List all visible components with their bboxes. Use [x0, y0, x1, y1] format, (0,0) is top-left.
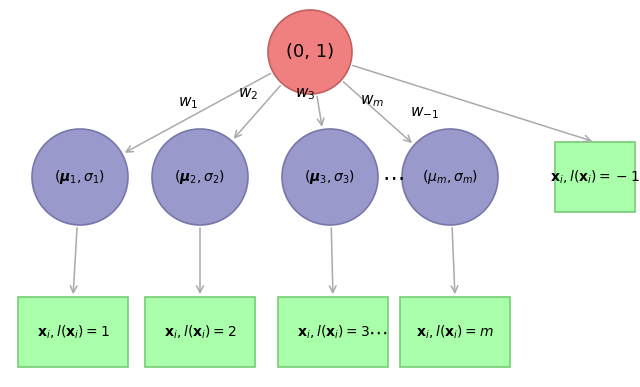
Text: $w_1$: $w_1$ [178, 95, 198, 111]
FancyBboxPatch shape [278, 297, 388, 367]
Text: $w_2$: $w_2$ [238, 86, 258, 102]
Text: $(\boldsymbol{\mu}_3, \sigma_3)$: $(\boldsymbol{\mu}_3, \sigma_3)$ [305, 168, 355, 186]
Text: $\mathbf{x}_i, l(\mathbf{x}_i) = -1$: $\mathbf{x}_i, l(\mathbf{x}_i) = -1$ [550, 168, 640, 186]
Circle shape [282, 129, 378, 225]
Text: $w_m$: $w_m$ [360, 93, 384, 109]
Circle shape [402, 129, 498, 225]
Text: $\cdots$: $\cdots$ [369, 322, 388, 341]
FancyBboxPatch shape [400, 297, 510, 367]
Text: $(\boldsymbol{\mu}_1, \sigma_1)$: $(\boldsymbol{\mu}_1, \sigma_1)$ [54, 168, 106, 186]
Circle shape [32, 129, 128, 225]
Text: (0, 1): (0, 1) [286, 43, 334, 61]
FancyBboxPatch shape [18, 297, 128, 367]
Circle shape [268, 10, 352, 94]
Text: $(\mu_m, \sigma_m)$: $(\mu_m, \sigma_m)$ [422, 168, 478, 186]
Text: $\mathbf{x}_i, l(\mathbf{x}_i) = 1$: $\mathbf{x}_i, l(\mathbf{x}_i) = 1$ [36, 323, 109, 341]
Text: $w_3$: $w_3$ [295, 86, 315, 102]
Text: $\mathbf{x}_i, l(\mathbf{x}_i) = 2$: $\mathbf{x}_i, l(\mathbf{x}_i) = 2$ [164, 323, 236, 341]
Text: $w_{-1}$: $w_{-1}$ [410, 105, 440, 121]
Text: $\cdots$: $\cdots$ [382, 167, 404, 187]
Text: $\mathbf{x}_i, l(\mathbf{x}_i) = m$: $\mathbf{x}_i, l(\mathbf{x}_i) = m$ [416, 323, 494, 341]
Text: $(\boldsymbol{\mu}_2, \sigma_2)$: $(\boldsymbol{\mu}_2, \sigma_2)$ [175, 168, 225, 186]
FancyBboxPatch shape [555, 142, 635, 212]
Text: $\mathbf{x}_i, l(\mathbf{x}_i) = 3$: $\mathbf{x}_i, l(\mathbf{x}_i) = 3$ [296, 323, 369, 341]
Circle shape [152, 129, 248, 225]
FancyBboxPatch shape [145, 297, 255, 367]
